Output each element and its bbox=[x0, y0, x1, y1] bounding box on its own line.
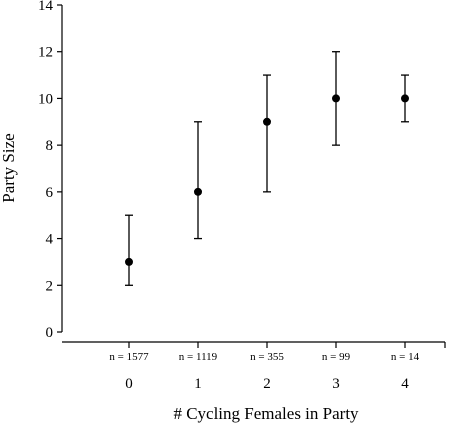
sample-size-label: n = 14 bbox=[391, 351, 420, 363]
plot-area: 0 2 4 6 8 10 12 14 n = 1577 0 n = 1119 1 n = 355 2 n =… bbox=[38, 0, 446, 392]
data-point bbox=[401, 94, 409, 103]
data-point bbox=[125, 257, 133, 266]
y-tick-label: 14 bbox=[38, 0, 54, 14]
x-tick-label: 2 bbox=[263, 376, 271, 392]
y-tick-label: 12 bbox=[38, 45, 53, 61]
x-axis-title: # Cycling Females in Party bbox=[173, 404, 359, 423]
y-tick-label: 0 bbox=[46, 325, 54, 341]
data-point bbox=[332, 94, 340, 103]
y-axis-title: Party Size bbox=[0, 133, 18, 202]
data-point bbox=[263, 117, 271, 126]
y-tick-label: 4 bbox=[46, 232, 54, 248]
y-tick-label: 6 bbox=[46, 185, 54, 201]
data-point bbox=[194, 187, 202, 196]
x-tick-label: 0 bbox=[125, 376, 133, 392]
x-tick-label: 3 bbox=[332, 376, 340, 392]
y-tick-label: 10 bbox=[38, 91, 53, 107]
y-tick-label: 2 bbox=[46, 278, 54, 294]
sample-size-label: n = 1119 bbox=[179, 351, 218, 363]
x-tick-label: 1 bbox=[194, 376, 202, 392]
sample-size-label: n = 1577 bbox=[109, 351, 149, 363]
sample-size-label: n = 99 bbox=[322, 351, 351, 363]
sample-size-label: n = 355 bbox=[250, 351, 284, 363]
y-tick-label: 8 bbox=[46, 138, 54, 154]
x-tick-label: 4 bbox=[401, 376, 409, 392]
